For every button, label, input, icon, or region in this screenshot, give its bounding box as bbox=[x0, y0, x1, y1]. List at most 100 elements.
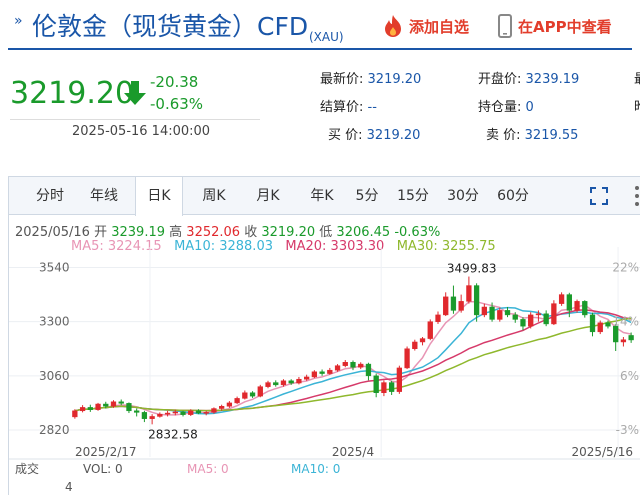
candle-body bbox=[188, 410, 194, 415]
high-value: 3252.06 bbox=[186, 225, 241, 240]
candle-body bbox=[126, 403, 132, 412]
pct-tick-label: 22% bbox=[612, 261, 639, 275]
add-favorite-label: 添加自选 bbox=[409, 17, 470, 36]
candle-body bbox=[481, 306, 487, 316]
tab-year-line[interactable]: 年线 bbox=[90, 188, 118, 204]
stat-label-cut-1: 最 bbox=[634, 72, 640, 87]
buy-label: 买 价: bbox=[328, 128, 363, 143]
candle-body bbox=[350, 362, 356, 368]
change-value: -20.38 bbox=[150, 73, 199, 91]
candle-body bbox=[110, 401, 117, 407]
candle-body bbox=[195, 410, 202, 414]
candle-body bbox=[203, 412, 209, 414]
pct-tick-label: -3% bbox=[616, 423, 639, 437]
ma30-legend: MA30: 3255.75 bbox=[396, 239, 496, 254]
stats-column-3: 最 昨 bbox=[634, 66, 640, 122]
phone-icon bbox=[498, 14, 512, 38]
latest-value: 3219.20 bbox=[367, 72, 422, 87]
quote-time: 2025-05-16 14:00:00 bbox=[72, 124, 211, 139]
candle-body bbox=[141, 412, 148, 419]
candle-body bbox=[234, 398, 240, 404]
stats-column-2: 开盘价: 3239.19 持仓量: 0 卖 价: 3219.55 bbox=[478, 66, 579, 150]
candle-body bbox=[512, 314, 518, 320]
candle-body bbox=[265, 382, 271, 387]
close-value: 3219.20 bbox=[261, 225, 316, 240]
candle-body bbox=[87, 407, 93, 410]
low-label: 低 bbox=[319, 225, 333, 240]
candle-body bbox=[543, 313, 549, 325]
down-arrow-icon bbox=[124, 81, 146, 105]
pct-tick-label: 6% bbox=[620, 369, 639, 383]
open-in-app-label: 在APP中查看 bbox=[518, 17, 612, 36]
tab-weekly-k[interactable]: 周K bbox=[202, 188, 226, 204]
candle-body bbox=[566, 294, 572, 311]
candle-body bbox=[358, 363, 364, 368]
candle-body bbox=[319, 371, 325, 374]
y-tick-label: 2820 bbox=[39, 423, 70, 437]
candle-body bbox=[180, 411, 186, 415]
candle-body bbox=[404, 348, 410, 369]
candle-body bbox=[134, 410, 140, 413]
tab-60min[interactable]: 60分 bbox=[497, 188, 529, 204]
ma20-legend: MA20: 3303.30 bbox=[285, 239, 385, 254]
header-divider bbox=[8, 48, 632, 50]
sell-value: 3219.55 bbox=[524, 128, 579, 143]
add-favorite-button[interactable]: 添加自选 bbox=[382, 14, 469, 38]
candle-body bbox=[288, 380, 294, 384]
candle-body bbox=[574, 301, 580, 311]
y-tick-label: 3300 bbox=[39, 315, 70, 329]
ohlc-date: 2025/05/16 bbox=[15, 225, 90, 240]
volume-title: 成交 bbox=[15, 461, 39, 476]
candle-body bbox=[473, 285, 480, 316]
tab-daily-k[interactable]: 日K bbox=[135, 177, 183, 216]
candle-body bbox=[327, 369, 333, 374]
settle-value: -- bbox=[367, 100, 377, 115]
candle-body bbox=[597, 322, 603, 333]
latest-label: 最新价: bbox=[320, 72, 364, 87]
candle-body bbox=[589, 314, 596, 333]
x-tick-label: 2025/2/17 bbox=[75, 445, 137, 459]
tab-30min[interactable]: 30分 bbox=[447, 188, 479, 204]
fullscreen-icon[interactable] bbox=[589, 186, 609, 206]
tab-monthly-k[interactable]: 月K bbox=[256, 188, 280, 204]
low-value: 3206.45 bbox=[336, 225, 391, 240]
candle-body bbox=[303, 376, 310, 380]
pct-value: -0.63% bbox=[394, 225, 441, 240]
min-price-label: 2832.58 bbox=[148, 427, 198, 441]
candle-body bbox=[466, 285, 472, 302]
candle-body bbox=[381, 382, 387, 393]
candle-body bbox=[443, 296, 449, 316]
candle-body bbox=[419, 338, 426, 343]
ma30-line bbox=[74, 317, 632, 412]
ma20-line bbox=[74, 309, 632, 412]
volume-ma5: MA5: 0 bbox=[187, 462, 229, 476]
candle-body bbox=[535, 313, 542, 316]
kline-chart[interactable]: 3540 22% 3300 14% 3060 6% 2820 -3% 3499.83 2832.5… bbox=[9, 177, 640, 495]
ohlc-readout: 2025/05/16 开 3239.19 高 3252.06 收 3219.20… bbox=[15, 221, 440, 240]
tab-timeshare[interactable]: 分时 bbox=[36, 188, 64, 204]
x-tick-label: 2025/5/16 bbox=[571, 445, 633, 459]
candle-body bbox=[219, 406, 225, 409]
candle-body bbox=[211, 408, 217, 413]
ma-legend: MA5: 3224.15 MA10: 3288.03 MA20: 3303.30… bbox=[71, 239, 496, 254]
candle-body bbox=[280, 380, 287, 386]
candle-body bbox=[296, 378, 302, 384]
tab-15min[interactable]: 15分 bbox=[397, 188, 429, 204]
open-in-app-button[interactable]: 在APP中查看 bbox=[497, 14, 612, 38]
sell-label: 卖 价: bbox=[486, 128, 521, 143]
tab-yearly-k[interactable]: 年K bbox=[310, 188, 334, 204]
volume-ma10: MA10: 0 bbox=[291, 462, 340, 476]
candle-body bbox=[582, 301, 588, 316]
tab-5min[interactable]: 5分 bbox=[355, 188, 379, 204]
flame-icon bbox=[385, 15, 401, 37]
page-title: 伦敦金（现货黄金）CFD bbox=[32, 12, 309, 41]
hold-label: 持仓量: bbox=[478, 100, 522, 115]
buy-value: 3219.20 bbox=[366, 128, 421, 143]
candle-body bbox=[605, 322, 611, 327]
candle-body bbox=[388, 382, 395, 392]
candle-body bbox=[504, 310, 511, 316]
more-icon[interactable] bbox=[627, 181, 640, 211]
candle-body bbox=[342, 362, 348, 366]
hold-value: 0 bbox=[525, 100, 534, 115]
volume-value: VOL: 0 bbox=[83, 462, 123, 476]
